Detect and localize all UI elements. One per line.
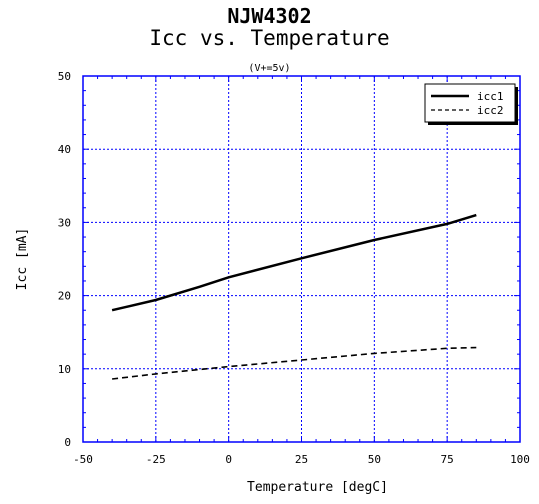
x-tick-label: 100 [510,453,530,466]
y-tick-label: 20 [58,290,71,303]
y-tick-label: 0 [64,436,71,449]
series-line-icc2 [112,346,477,380]
chart-subtitle: Icc vs. Temperature [149,26,390,50]
tick-labels: -50 -25 0 25 50 75 100 0 10 20 30 40 50 [58,70,530,466]
x-tick-label: 25 [295,453,308,466]
y-tick-label: 30 [58,216,71,229]
y-axis-label: Icc [mA] [15,228,30,291]
y-tick-label: 50 [58,70,71,83]
series-line-icc1 [111,213,477,312]
series-lines [111,213,477,380]
legend-label-icc2: icc2 [477,104,504,117]
x-tick-label: -25 [146,453,166,466]
chart-title: NJW4302 [227,4,312,28]
x-tick-label: 0 [225,453,232,466]
x-axis-label: Temperature [degC] [247,480,388,495]
legend-box [424,83,516,123]
grid-lines [83,76,520,442]
x-tick-label: 75 [441,453,454,466]
x-tick-label: 50 [368,453,381,466]
y-tick-label: 40 [58,143,71,156]
legend-label-icc1: icc1 [477,90,504,103]
chart-condition-label: (V+=5v) [248,63,291,74]
x-tick-label: -50 [73,453,93,466]
y-tick-label: 10 [58,363,71,376]
plot-frame [82,75,521,443]
